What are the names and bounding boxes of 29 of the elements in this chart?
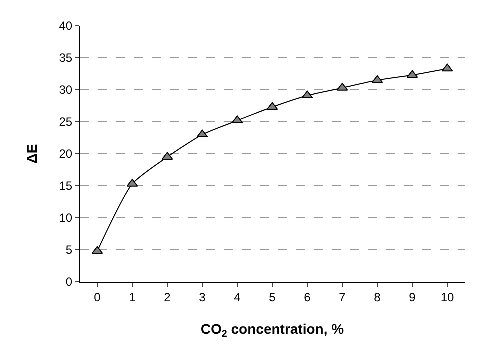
point bbox=[266, 102, 278, 110]
point bbox=[196, 130, 208, 138]
y-tick-label: 15 bbox=[59, 179, 73, 194]
y-tick-label: 10 bbox=[59, 211, 73, 226]
y-tick-label: 30 bbox=[59, 83, 73, 98]
x-tick-label: 2 bbox=[164, 290, 172, 304]
x-axis-title: CO$_{2}$ concentration, % bbox=[200, 321, 345, 340]
point bbox=[406, 70, 418, 78]
x-tick-label: 1 bbox=[129, 290, 136, 304]
y-tick-label: 35 bbox=[59, 51, 73, 66]
x-tick-label: 10 bbox=[440, 290, 454, 304]
x-tick-label: 6 bbox=[304, 290, 312, 304]
x-tick-label: 0 bbox=[94, 290, 102, 304]
point bbox=[372, 75, 384, 84]
y-tick-label: 40 bbox=[59, 19, 73, 34]
x-tick-label: 8 bbox=[374, 290, 382, 304]
x-tick-label: 9 bbox=[409, 290, 416, 304]
point bbox=[302, 90, 314, 99]
point bbox=[92, 246, 104, 254]
y-tick-label: 25 bbox=[59, 115, 73, 130]
y-tick-label: 0 bbox=[66, 275, 73, 290]
y-tick-label: 5 bbox=[66, 243, 73, 258]
x-tick-label: 5 bbox=[269, 290, 276, 304]
x-tick-label: 7 bbox=[339, 290, 346, 304]
x-tick-label: 4 bbox=[234, 290, 242, 304]
x-tick-label: 3 bbox=[199, 290, 206, 304]
y-axis-title: ΔE bbox=[24, 144, 40, 164]
y-tick-label: 20 bbox=[59, 147, 73, 162]
point bbox=[442, 64, 454, 72]
